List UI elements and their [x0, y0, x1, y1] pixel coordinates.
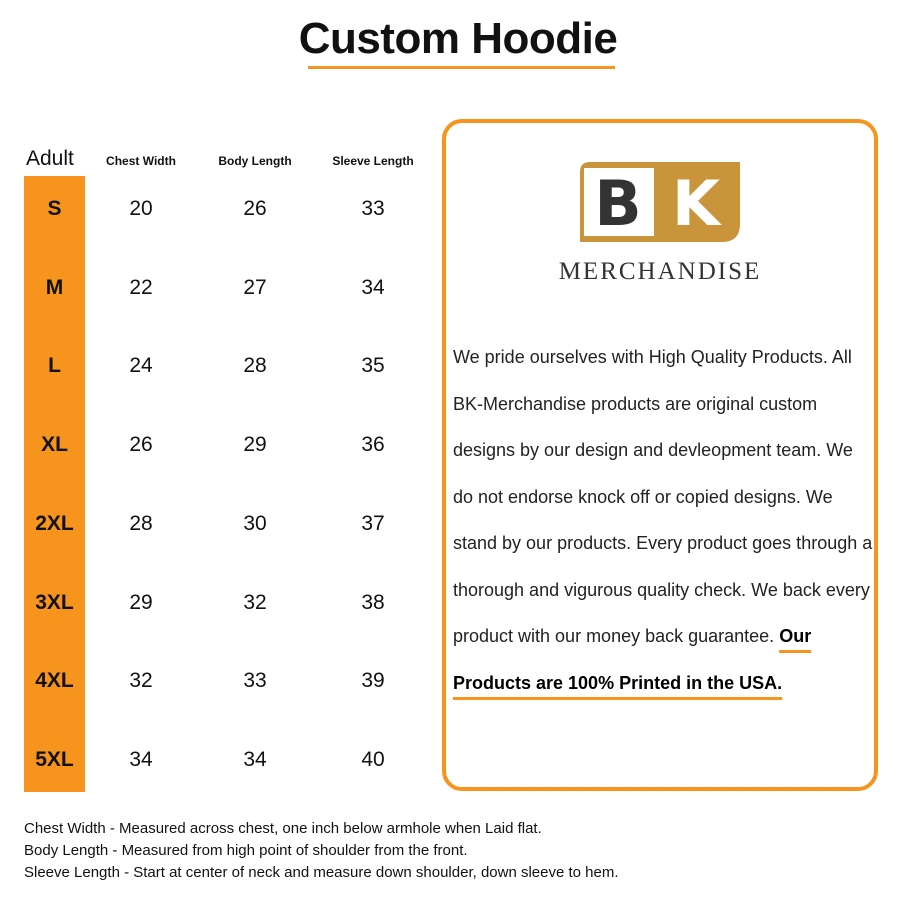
measurement-cell: 35 — [361, 354, 385, 378]
measurement-cell: 33 — [361, 197, 385, 220]
usa-emphasis: Our Products are 100% Printed in the USA… — [453, 626, 812, 693]
measurement-cell: 32 — [129, 669, 153, 693]
size-label: S — [47, 197, 62, 220]
table-row: S 20 26 33 — [0, 189, 440, 229]
measurement-cell: 20 — [129, 197, 153, 220]
measurement-cell: 29 — [243, 433, 267, 457]
note-body: Body Length - Measured from high point o… — [24, 842, 468, 859]
table-row: L 24 28 35 — [0, 346, 440, 386]
table-corner-label: Adult — [26, 147, 74, 170]
about-panel — [442, 119, 878, 791]
measurement-cell: 40 — [361, 747, 385, 771]
measurement-cell: 28 — [129, 511, 153, 535]
table-row: 3XL 29 32 38 — [0, 583, 440, 623]
measurement-cell: 34 — [361, 275, 385, 299]
measurement-cell: 32 — [243, 590, 267, 614]
header-chest-width: Chest Width — [106, 154, 176, 168]
bk-logo: B K — [580, 162, 740, 242]
size-label: 2XL — [35, 511, 74, 535]
table-row: XL 26 29 36 — [0, 425, 440, 465]
table-row: 4XL 32 33 39 — [0, 661, 440, 701]
measurement-cell: 26 — [129, 433, 153, 457]
size-label: XL — [41, 433, 68, 457]
measurement-cell: 27 — [243, 275, 267, 299]
note-sleeve: Sleeve Length - Start at center of neck … — [24, 864, 619, 881]
measurement-cell: 24 — [129, 354, 153, 378]
svg-text:K: K — [672, 167, 722, 240]
about-body: We pride ourselves with High Quality Pro… — [453, 347, 873, 646]
table-row: M 22 27 34 — [0, 268, 440, 308]
header-body-length: Body Length — [218, 154, 292, 168]
svg-text:B: B — [594, 167, 641, 240]
measurement-cell: 30 — [243, 511, 267, 535]
size-label: 5XL — [35, 747, 74, 771]
table-row: 5XL 34 34 40 — [0, 740, 440, 780]
note-chest: Chest Width - Measured across chest, one… — [24, 820, 542, 837]
size-label: L — [48, 354, 61, 378]
measurement-cell: 34 — [129, 747, 153, 771]
size-column — [24, 176, 85, 792]
size-label: M — [45, 275, 64, 299]
measurement-cell: 34 — [243, 747, 267, 771]
size-label: 3XL — [35, 590, 74, 614]
measurement-cell: 37 — [361, 511, 385, 535]
measurement-cell: 39 — [361, 669, 385, 693]
measurement-cell: 22 — [129, 275, 153, 299]
measurement-cell: 36 — [361, 433, 385, 457]
measurement-cell: 26 — [243, 197, 267, 220]
size-label: 4XL — [35, 669, 74, 693]
measurement-cell: 28 — [243, 354, 267, 378]
measurement-cell: 33 — [243, 669, 267, 693]
measurement-cell: 38 — [361, 590, 385, 614]
measurement-notes: Chest Width - Measured across chest, one… — [24, 818, 619, 884]
about-text: We pride ourselves with High Quality Pro… — [453, 334, 873, 706]
title-underline — [308, 66, 615, 69]
measurement-cell: 29 — [129, 590, 153, 614]
brand-name: MERCHANDISE — [558, 258, 762, 285]
page-title: Custom Hoodie — [298, 14, 618, 63]
header-sleeve-length: Sleeve Length — [332, 154, 414, 168]
table-row: 2XL 28 30 37 — [0, 504, 440, 544]
